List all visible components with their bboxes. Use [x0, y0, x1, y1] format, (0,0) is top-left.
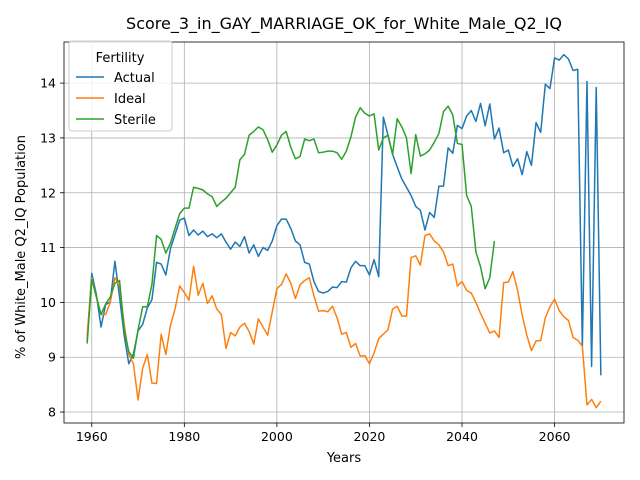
x-tick-label: 2040: [446, 429, 478, 444]
y-tick-label: 14: [40, 76, 56, 91]
legend-label-sterile: Sterile: [114, 113, 156, 128]
series-line-ideal: [86, 233, 602, 409]
y-tick-label: 11: [40, 240, 56, 255]
x-tick-label: 1960: [76, 429, 108, 444]
grid: [64, 42, 624, 423]
x-tick-label: 2000: [261, 429, 293, 444]
y-tick-label: 8: [48, 405, 56, 420]
chart-title: Score_3_in_GAY_MARRIAGE_OK_for_White_Mal…: [126, 14, 562, 34]
series-line-actual: [86, 53, 602, 376]
legend-title: Fertility: [96, 51, 145, 66]
y-axis-label: % of White_Male Q2_IQ Population: [14, 135, 29, 359]
ticks: 1960 1980 2000 2020 2040 2060 8 9 10 11 12 13 14: [40, 76, 570, 444]
legend-label-ideal: Ideal: [114, 92, 146, 107]
legend-label-actual: Actual: [114, 71, 155, 86]
y-tick-label: 9: [48, 350, 56, 365]
axes: [63, 41, 625, 424]
legend-box: [68, 40, 173, 132]
x-tick-label: 2060: [539, 429, 571, 444]
legend: Fertility Actual Ideal Sterile: [68, 40, 173, 132]
x-tick-label: 2020: [354, 429, 386, 444]
y-tick-label: 13: [40, 130, 56, 145]
x-tick-label: 1980: [168, 429, 200, 444]
plot-frame: [63, 41, 625, 424]
x-axis-label: Years: [326, 451, 362, 466]
y-tick-label: 12: [40, 185, 56, 200]
series-lines: [86, 53, 602, 409]
y-tick-label: 10: [40, 295, 56, 310]
series-line-sterile: [86, 105, 496, 360]
